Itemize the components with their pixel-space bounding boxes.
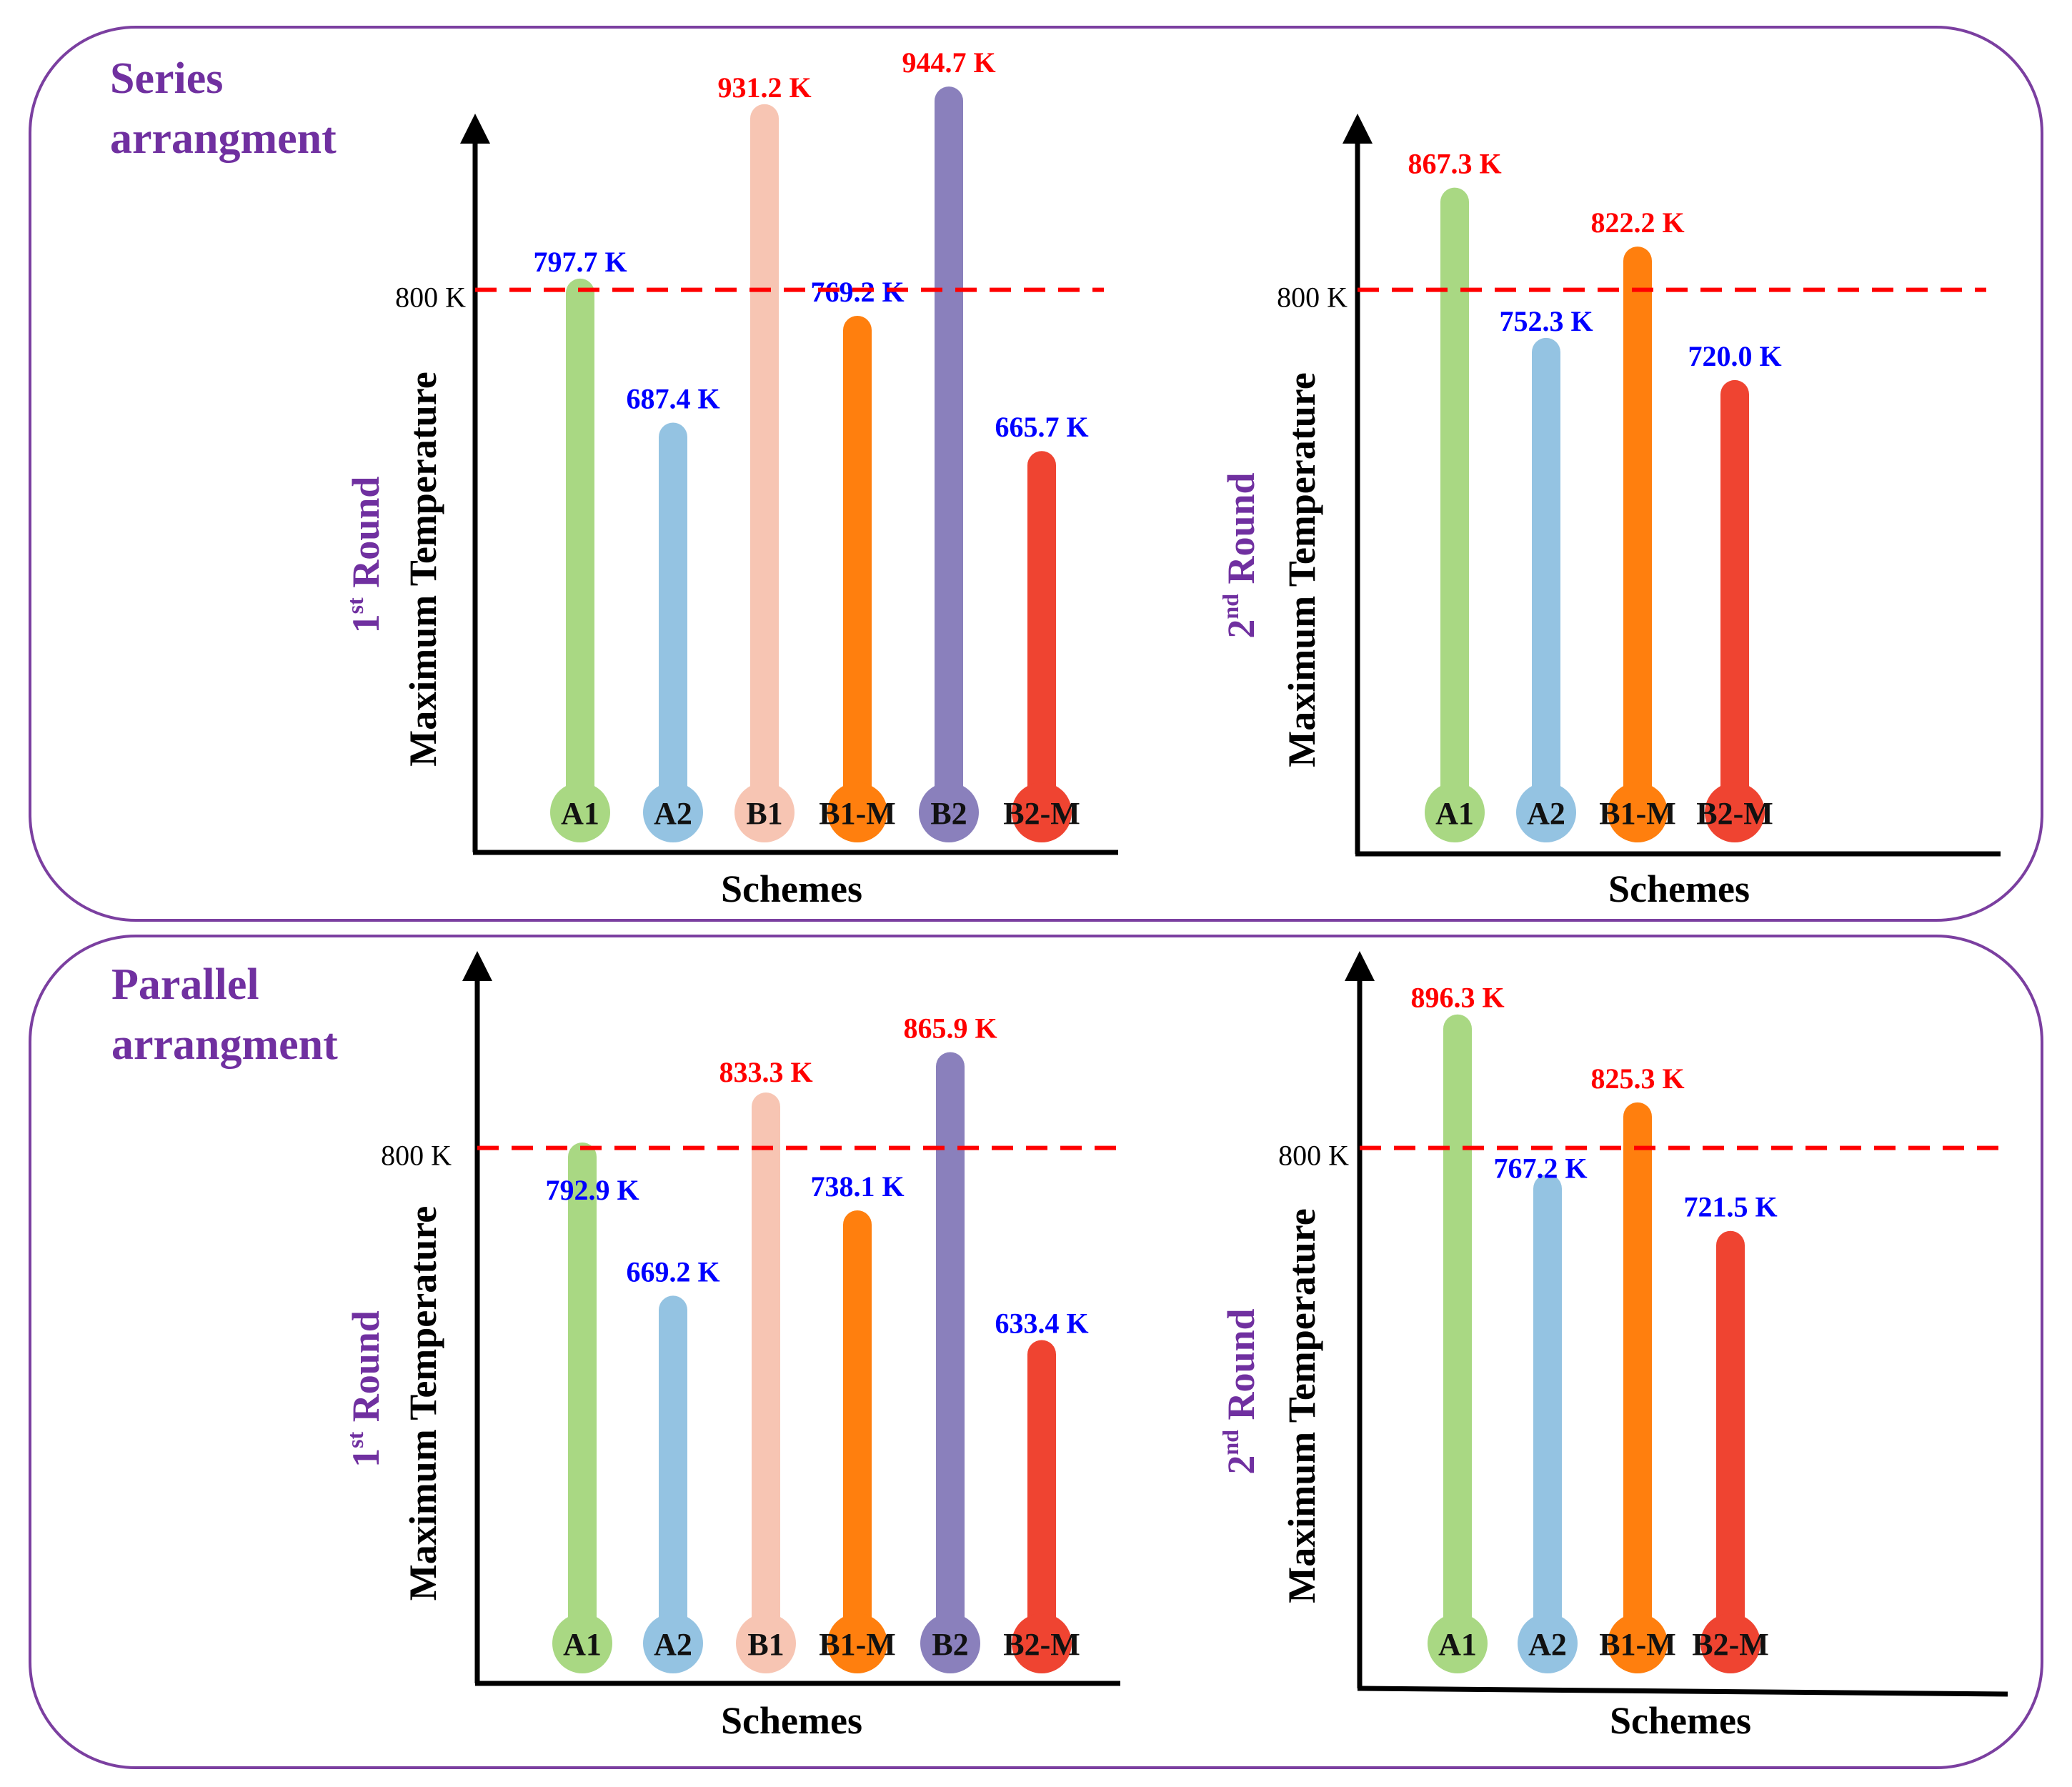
- round-label: 2nd Round: [1217, 1308, 1262, 1474]
- value-label-A2: 687.4 K: [626, 383, 719, 415]
- series-panel-title: Series arrangment: [110, 49, 337, 169]
- threshold-label: 800 K: [395, 282, 466, 314]
- bulb-A2: [643, 1613, 703, 1673]
- bulb-B1-M: [1608, 782, 1668, 842]
- value-label-B1-M: 738.1 K: [810, 1170, 904, 1203]
- category-label-B2-M: B2-M: [1003, 1627, 1080, 1662]
- chart-parallel-round-2: A1 896.3 K A2 767.2 K B1-M 825.3 K B2-M 721.5 K…: [1217, 951, 2011, 1742]
- category-label-B2-M: B2-M: [1692, 1627, 1769, 1662]
- threshold-label: 800 K: [1277, 282, 1348, 314]
- value-label-B1-M: 825.3 K: [1590, 1062, 1684, 1095]
- y-axis-label: Maximum Temperature: [1280, 1208, 1323, 1603]
- value-label-B2-M: 633.4 K: [995, 1307, 1088, 1339]
- round-label: 2nd Round: [1217, 472, 1262, 638]
- y-axis-label: Maximum Temperature: [1280, 372, 1323, 767]
- category-label-A2: A2: [1527, 796, 1565, 831]
- series-title-line1: Series: [110, 54, 224, 103]
- value-label-A1: 867.3 K: [1408, 148, 1501, 180]
- bulb-B1-M: [1608, 1613, 1668, 1673]
- value-label-B1: 833.3 K: [719, 1056, 812, 1088]
- parallel-arrangement-panel: Parallel arrangment: [29, 935, 2043, 1769]
- bulb-B1-M: [827, 782, 887, 842]
- category-label-B1-M: B1-M: [819, 1627, 896, 1662]
- parallel-panel-title: Parallel arrangment: [111, 955, 338, 1075]
- value-label-A2: 767.2 K: [1493, 1153, 1587, 1185]
- category-label-A2: A2: [654, 1627, 692, 1662]
- category-label-A2: A2: [654, 796, 692, 831]
- value-label-A1: 896.3 K: [1410, 982, 1504, 1014]
- category-label-B2-M: B2-M: [1696, 796, 1773, 831]
- category-label-B2: B2: [930, 796, 967, 831]
- bulb-B2-M: [1012, 1613, 1072, 1673]
- bulb-B2: [919, 782, 979, 842]
- x-axis: [1357, 1686, 2008, 1697]
- x-axis-label: Schemes: [1610, 1699, 1751, 1742]
- round-label: 1st Round: [342, 477, 387, 634]
- series-arrangement-panel: Series arrangment: [29, 26, 2043, 922]
- bulb-B2-M: [1012, 782, 1072, 842]
- bulb-A2: [643, 782, 703, 842]
- y-axis-label: Maximum Temperature: [402, 372, 444, 766]
- bulb-B2-M: [1705, 782, 1765, 842]
- category-label-A1: A1: [1435, 796, 1474, 831]
- chart-parallel-round-1: A1 792.9 K A2 669.2 K B1 833.3 K B1-M 738.1 K B2…: [342, 951, 1125, 1742]
- threshold-label: 800 K: [1278, 1140, 1349, 1172]
- category-label-B1: B1: [746, 796, 782, 831]
- x-axis-label: Schemes: [721, 1699, 862, 1742]
- bulb-A2: [1516, 782, 1576, 842]
- value-label-B2-M: 720.0 K: [1688, 340, 1781, 372]
- bulb-A1: [552, 1613, 612, 1673]
- bulb-A1: [1428, 1613, 1488, 1673]
- chart-series-round-2: A1 867.3 K A2 752.3 K B1-M 822.2 K B2-M 720.0 K…: [1217, 114, 2001, 910]
- value-label-B2-M: 721.5 K: [1683, 1191, 1777, 1223]
- bulb-B1: [734, 782, 795, 842]
- value-label-B1-M: 822.2 K: [1590, 206, 1684, 239]
- bulb-A1: [550, 782, 610, 842]
- value-label-A2: 752.3 K: [1499, 305, 1593, 337]
- category-label-A1: A1: [563, 1627, 602, 1662]
- value-label-B2: 865.9 K: [903, 1012, 997, 1044]
- value-label-B2: 944.7 K: [902, 46, 995, 79]
- bulb-B1: [736, 1613, 796, 1673]
- category-label-A1: A1: [1438, 1627, 1477, 1662]
- series-title-line2: arrangment: [110, 114, 337, 163]
- value-label-B1: 931.2 K: [717, 71, 811, 104]
- bulb-B1-M: [827, 1613, 887, 1673]
- y-axis-label: Maximum Temperature: [402, 1206, 444, 1601]
- value-label-B2-M: 665.7 K: [995, 411, 1088, 443]
- category-label-B1-M: B1-M: [819, 796, 896, 831]
- x-axis-label: Schemes: [721, 867, 862, 910]
- value-label-A1: 792.9 K: [545, 1174, 639, 1206]
- category-label-B2: B2: [932, 1627, 968, 1662]
- category-label-A2: A2: [1528, 1627, 1567, 1662]
- bulb-A2: [1518, 1613, 1578, 1673]
- value-label-A2: 669.2 K: [626, 1255, 719, 1288]
- category-label-B1-M: B1-M: [1599, 1627, 1676, 1662]
- bulb-B2: [920, 1613, 980, 1673]
- bulb-B2-M: [1700, 1613, 1760, 1673]
- x-axis-label: Schemes: [1608, 867, 1750, 910]
- parallel-title-line2: arrangment: [111, 1020, 338, 1069]
- value-label-A1: 797.7 K: [533, 246, 627, 278]
- category-label-B2-M: B2-M: [1003, 796, 1080, 831]
- round-label: 1st Round: [342, 1310, 387, 1468]
- category-label-B1: B1: [747, 1627, 784, 1662]
- parallel-title-line1: Parallel: [111, 960, 259, 1009]
- threshold-label: 800 K: [381, 1140, 452, 1172]
- category-label-A1: A1: [561, 796, 599, 831]
- bulb-A1: [1425, 782, 1485, 842]
- category-label-B1-M: B1-M: [1599, 796, 1676, 831]
